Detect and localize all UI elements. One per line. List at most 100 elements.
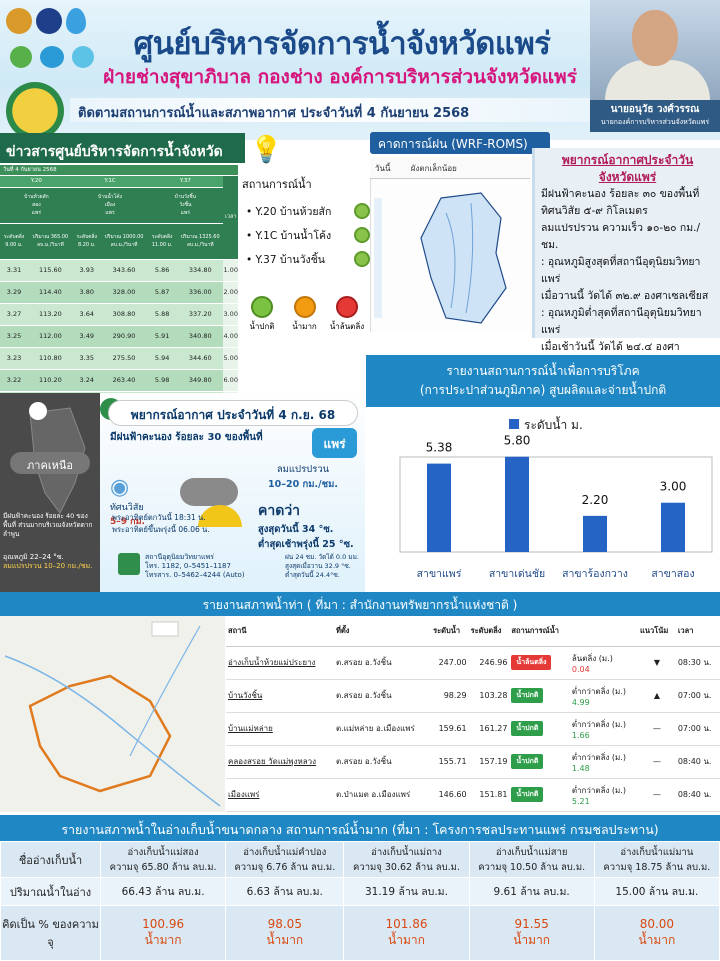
status-badge: น้ำปกติ bbox=[511, 721, 544, 736]
bank-level: ระดับตลิ่ง 9.00 ม. bbox=[0, 223, 28, 260]
bank-level: ระดับตลิ่ง 8.20 ม. bbox=[72, 223, 101, 260]
river-map[interactable] bbox=[0, 616, 225, 812]
table-row: 3.27 113.20 3.64 308.80 5.88 337.20 3.00 bbox=[0, 303, 238, 326]
column-header: แนวโน้ม bbox=[638, 616, 676, 647]
station-link[interactable]: อ่างเก็บน้ำห้วยแม่ประยาง bbox=[226, 646, 334, 680]
table-cell: 275.50 bbox=[100, 347, 148, 370]
rain-map-tabs: วันนี้ ผังตกเล็กน้อย bbox=[370, 157, 530, 179]
status-cell: น้ำล้นตลิ่ง bbox=[509, 646, 570, 680]
row-label: ปริมาณน้ำในอ่าง bbox=[0, 877, 101, 906]
forecast-line: มีฝนฟ้าคะนอง ร้อยละ ๓๐ ของพื้นที่ bbox=[541, 188, 700, 200]
table-row: บ้านวังชิ้น ต.สรอย อ.วังชิ้น 98.29 103.28 น้… bbox=[226, 679, 720, 713]
station-location: ต.แม่หล่าย อ.เมืองแพร่ bbox=[333, 712, 432, 746]
table-cell: 5.87 bbox=[147, 281, 177, 304]
table-cell: 334.80 bbox=[176, 259, 224, 282]
bank-level: 151.81 bbox=[468, 778, 510, 812]
status-badge: น้ำปกติ bbox=[511, 787, 544, 802]
reservoir-percent: 91.55 น้ำมาก bbox=[468, 905, 595, 961]
station-name: บ้านวังชิ้น วังชิ้น แพร่ bbox=[147, 187, 224, 224]
station-code: Y.20 bbox=[0, 175, 73, 188]
column-header: สถานี bbox=[226, 616, 334, 647]
station-link[interactable]: คลองสรอย วัดแม่พุงหลวง bbox=[226, 745, 334, 779]
station-contact: สถานีอุตุนิยมวิทยาแพร่ โทร. 1182, 0–5451–… bbox=[145, 553, 245, 579]
column-header: ระดับน้ำ bbox=[431, 616, 469, 647]
news-header: ข่าวสารศูนย์บริหารจัดการน้ำจังหวัดแพร่ bbox=[0, 133, 245, 182]
diff-value: 1.66 bbox=[571, 730, 590, 740]
bank-level: ระดับตลิ่ง 11.00 ม. bbox=[147, 223, 177, 260]
reservoir-volume: 66.43 ล้าน ลบ.ม. bbox=[99, 877, 227, 906]
tab-light-rain[interactable]: ผังตกเล็กน้อย bbox=[410, 164, 457, 173]
province-seal-icon bbox=[6, 82, 64, 140]
station-location: ต.สรอย อ.วังชิ้น bbox=[333, 745, 432, 779]
table-date: วันที่ 4 กันยายน 2568 bbox=[0, 165, 238, 176]
row-label: ชื่ออ่างเก็บน้ำ bbox=[0, 841, 101, 878]
station-location: ต.ป่าแมต อ.เมืองแพร่ bbox=[333, 778, 432, 812]
table-cell: 328.00 bbox=[100, 281, 148, 304]
bar-value-label: 5.38 bbox=[426, 441, 453, 455]
table-cell: 290.90 bbox=[100, 325, 148, 348]
agency-logo-icon bbox=[36, 8, 62, 34]
category-label: สาขาเด่นชัย bbox=[489, 568, 545, 580]
diff-label: ต่ำกว่าตลิ่ง (ม.) bbox=[571, 686, 626, 696]
legend-overflow: น้ำล้นตลิ่ง bbox=[327, 296, 367, 333]
percent-status: น้ำมาก bbox=[638, 932, 676, 947]
table-cell: 263.40 bbox=[100, 369, 148, 392]
column-header bbox=[569, 616, 638, 647]
category-label: สาขาสอง bbox=[651, 568, 694, 580]
blue-logo-icon bbox=[72, 46, 94, 68]
table-row: 3.25 112.00 3.49 290.90 5.91 340.80 4.00 bbox=[0, 325, 238, 348]
bar bbox=[505, 456, 529, 552]
poster-rain: มีฝนฟ้าคะนอง ร้อยละ 30 ของพื้นที่ bbox=[110, 432, 263, 443]
time-cell: 07:00 น. bbox=[675, 712, 720, 746]
supply-title: รายงานสถานการณ์น้ำเพื่อการบริโภค bbox=[446, 364, 640, 378]
diff-cell: ล้นตลิ่ง (ม.) 0.04 bbox=[569, 646, 638, 680]
status-legend: น้ำปกติ น้ำมาก น้ำล้นตลิ่ง bbox=[242, 296, 367, 333]
station-building-icon bbox=[118, 553, 140, 575]
diff-value: 1.48 bbox=[571, 763, 590, 773]
reservoir-name: อ่างเก็บน้ำแม่มาน ความจุ 18.75 ล้าน ลบ.ม. bbox=[593, 841, 720, 878]
diff-cell: ต่ำกว่าตลิ่ง (ม.) 1.48 bbox=[569, 745, 638, 779]
diff-value: 4.99 bbox=[571, 697, 590, 707]
region-note: มีฝนฟ้าคะนอง ร้อยละ 40 ของพื้นที่ ส่วนมา… bbox=[3, 512, 93, 538]
station-link[interactable]: บ้านวังชิ้น bbox=[226, 679, 334, 713]
table-cell: 336.00 bbox=[176, 281, 224, 304]
table-cell: 4.00 bbox=[223, 325, 238, 348]
trend-icon: ▲ bbox=[638, 679, 676, 713]
bar-value-label: 2.20 bbox=[582, 493, 609, 507]
river-report-header: รายงานสภาพน้ำท่า ( ที่มา : สำนักงานทรัพย… bbox=[0, 592, 720, 616]
bar bbox=[661, 502, 685, 552]
table-cell: 5.00 bbox=[223, 347, 238, 370]
table-cell: 3.00 bbox=[223, 303, 238, 326]
reservoir-title: อ่างเก็บน้ำแม่คำปอง bbox=[243, 846, 327, 858]
status-item: • Y.20 บ้านห้วยสัก bbox=[240, 199, 370, 223]
forecast-line: ทิศนวิสัย ๕-๙ กิโลเมตร bbox=[541, 205, 648, 217]
temperature-info: คาดว่า สูงสุดวันนี้ 34 °ซ. ต่ำสุดเช้าพรุ่ง… bbox=[258, 503, 354, 550]
table-cell: 3.80 bbox=[72, 281, 101, 304]
percent-status: น้ำมาก bbox=[266, 932, 304, 947]
table-row: เมืองแพร่ ต.ป่าแมต อ.เมืองแพร่ 146.60 151.8… bbox=[226, 778, 720, 812]
reservoir-header: รายงานสภาพน้ำในอ่างเก็บน้ำขนาดกลาง สถานก… bbox=[0, 815, 720, 841]
reservoir-title: อ่างเก็บน้ำแม่ถาง bbox=[371, 846, 442, 858]
water-level: 98.29 bbox=[431, 679, 469, 713]
station-location: ต.สรอย อ.วังชิ้น bbox=[333, 679, 432, 713]
station-link[interactable]: เมืองแพร่ bbox=[226, 778, 334, 812]
green-logo-icon bbox=[10, 46, 32, 68]
bank-level: 246.96 bbox=[468, 646, 510, 680]
table-cell: 5.86 bbox=[147, 259, 177, 282]
page-title: ศูนย์บริหารจัดการน้ำจังหวัดแพร่ bbox=[133, 26, 551, 62]
station-link[interactable]: บ้านแม่หล่าย bbox=[226, 712, 334, 746]
percent-value: 100.96 bbox=[142, 916, 185, 931]
table-cell: 308.80 bbox=[100, 303, 148, 326]
table-cell: 110.20 bbox=[27, 369, 73, 392]
storm-cloud-icon bbox=[180, 478, 238, 506]
reservoir-volume: 6.63 ล้าน ลบ.ม. bbox=[225, 877, 345, 906]
station-code: Y.1C bbox=[72, 175, 148, 188]
table-cell: 3.24 bbox=[72, 369, 101, 392]
table-cell: 3.23 bbox=[0, 347, 28, 370]
report-date: ติดตามสถานการณ์น้ำและสภาพอากาศ ประจำวันท… bbox=[70, 98, 590, 122]
tab-today[interactable]: วันนี้ bbox=[375, 164, 391, 173]
wave-logo-icon bbox=[40, 46, 64, 68]
diff-label: ต่ำกว่าตลิ่ง (ม.) bbox=[571, 785, 626, 795]
reservoir-table: ชื่ออ่างเก็บน้ำ อ่างเก็บน้ำแม่สอง ความจุ 6… bbox=[0, 841, 720, 961]
governor-name-box: นายอนุวัธ วงศ์วรรณ นายกองค์การบริหารส่วน… bbox=[590, 100, 720, 132]
